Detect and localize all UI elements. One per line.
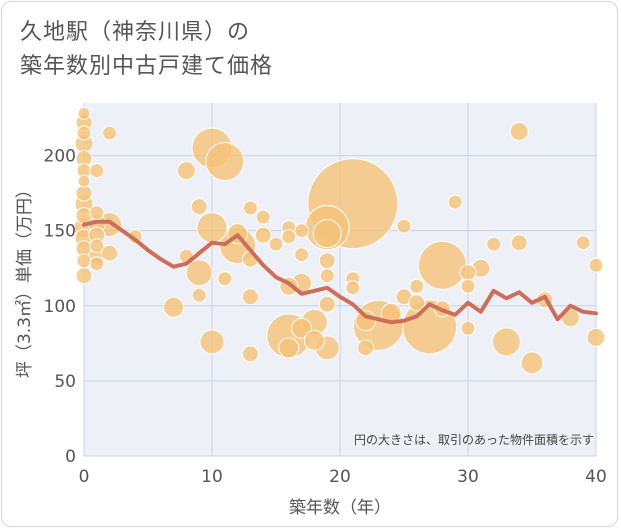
bubble-point[interactable]	[191, 287, 207, 303]
bubble-point[interactable]	[509, 122, 529, 142]
bubble-point[interactable]	[76, 125, 92, 141]
average-price-line	[82, 219, 598, 325]
bubble-point[interactable]	[459, 264, 477, 282]
size-note: 円の大きさは、取引のあった物件面積を示す	[354, 432, 594, 447]
bubble-point[interactable]	[77, 174, 91, 188]
bubble-point[interactable]	[190, 198, 208, 216]
bubble-point[interactable]	[486, 236, 502, 252]
bubble-point[interactable]	[176, 161, 196, 181]
chart-title-line1: 久地駅（神奈川県）の	[20, 20, 251, 45]
bubble-point[interactable]	[396, 218, 412, 234]
bubble-point[interactable]	[588, 257, 604, 273]
bubble-point[interactable]	[268, 236, 284, 252]
bubble-point[interactable]	[294, 247, 310, 263]
bubble-point[interactable]	[345, 280, 361, 296]
x-axis-label: 築年数（年）	[289, 498, 391, 518]
x-tick-label: 0	[79, 467, 90, 487]
bubble-point[interactable]	[318, 252, 336, 270]
bubble-point[interactable]	[75, 207, 93, 225]
bubble-point[interactable]	[357, 339, 375, 357]
bubble-point[interactable]	[319, 268, 335, 284]
bubble-point[interactable]	[303, 329, 325, 351]
bubble-point[interactable]	[242, 200, 258, 216]
bubble-point[interactable]	[89, 238, 105, 254]
bubble-point[interactable]	[241, 345, 259, 363]
x-tick-label: 10	[201, 467, 223, 487]
bubble-point[interactable]	[491, 327, 521, 357]
bubble-point[interactable]	[89, 163, 105, 179]
y-tick-label: 150	[44, 222, 76, 242]
bubble-point[interactable]	[417, 240, 467, 290]
bubble-point[interactable]	[101, 244, 119, 262]
bubble-point[interactable]	[575, 235, 591, 251]
axis-ticks: 0 10 20 30 40 0 50 100 150 200	[44, 147, 607, 487]
bubble-point[interactable]	[205, 142, 245, 182]
bubble-point[interactable]	[255, 209, 271, 225]
bubbles-layer	[73, 107, 606, 375]
bubble-point[interactable]	[89, 205, 105, 221]
bubble-point[interactable]	[460, 278, 476, 294]
x-tick-label: 30	[457, 467, 479, 487]
bubble-point[interactable]	[408, 294, 426, 312]
bubble-point[interactable]	[217, 271, 233, 287]
chart-title: 久地駅（神奈川県）の 築年数別中古戸建て価格	[20, 16, 273, 84]
bubble-point[interactable]	[76, 253, 92, 269]
y-tick-label: 50	[54, 372, 76, 392]
bubble-point[interactable]	[185, 259, 213, 287]
x-tick-label: 40	[585, 467, 607, 487]
bubble-point[interactable]	[510, 234, 528, 252]
bubble-point[interactable]	[520, 351, 544, 375]
bubble-point[interactable]	[318, 295, 336, 313]
bubble-point[interactable]	[281, 229, 297, 245]
x-tick-label: 20	[329, 467, 351, 487]
bubble-point[interactable]	[75, 267, 93, 285]
chart-title-line2: 築年数別中古戸建て価格	[20, 54, 274, 79]
bubble-point[interactable]	[77, 107, 91, 121]
bubble-point[interactable]	[447, 194, 463, 210]
bubble-point[interactable]	[196, 212, 228, 244]
bubble-point[interactable]	[294, 223, 310, 239]
bubble-point[interactable]	[254, 226, 272, 244]
y-tick-label: 0	[65, 447, 76, 467]
y-tick-label: 200	[44, 147, 76, 167]
y-axis-label: 坪（3.3㎡）単価（万円）	[15, 181, 35, 378]
bubble-point[interactable]	[89, 256, 105, 272]
bubble-point[interactable]	[312, 219, 342, 249]
bubble-point[interactable]	[409, 278, 425, 294]
bubble-point[interactable]	[102, 125, 118, 141]
bubble-point[interactable]	[586, 327, 606, 347]
bubble-point[interactable]	[163, 296, 185, 318]
bubble-point[interactable]	[460, 320, 476, 336]
bubble-point[interactable]	[199, 329, 225, 355]
bubble-point[interactable]	[278, 337, 300, 359]
bubble-point[interactable]	[241, 288, 259, 306]
y-tick-label: 100	[44, 297, 76, 317]
